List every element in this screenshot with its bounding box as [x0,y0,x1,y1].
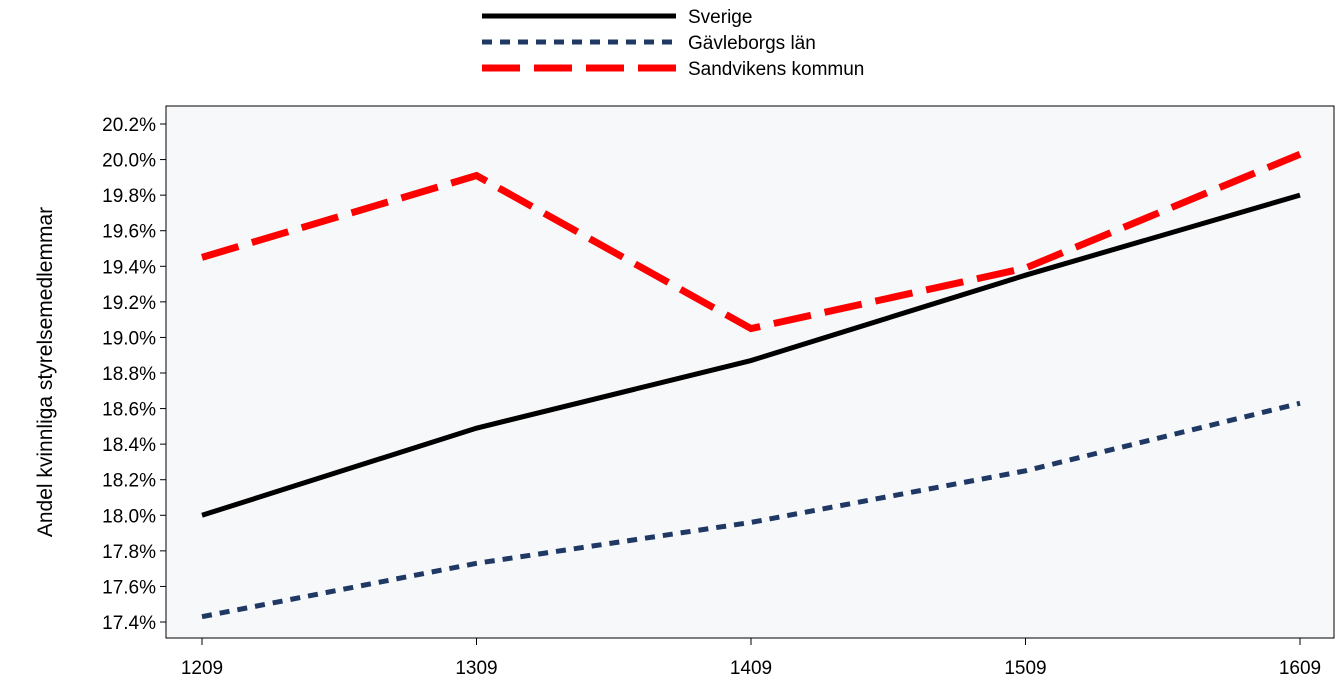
y-tick-label: 18.0% [102,506,156,527]
y-tick-label: 19.2% [102,293,156,314]
y-axis: 17.4% 17.6% 17.8% 18.0% 18.2% 18.4% 18.6% 18.8%… [102,115,166,634]
x-tick-label: 1309 [455,658,497,679]
legend-label-3: Sandvikens kommun [688,59,864,80]
plot-area [165,105,1335,639]
y-tick-label: 17.8% [102,542,156,563]
y-tick-label: 18.8% [102,364,156,385]
x-tick-label: 1409 [730,658,772,679]
y-tick-label: 18.4% [102,435,156,456]
y-tick-label: 19.4% [102,257,156,278]
y-tick-label: 18.2% [102,471,156,492]
y-tick-label: 20.0% [102,151,156,172]
x-tick-label: 1509 [1004,658,1046,679]
y-tick-label: 18.6% [102,400,156,421]
y-tick-label: 17.4% [102,613,156,634]
y-tick-label: 19.0% [102,328,156,349]
x-tick-label: 1609 [1279,658,1321,679]
x-tick-label: 1209 [181,658,223,679]
legend: Sverige Gävleborgs län Sandvikens kommun [482,7,864,80]
y-tick-label: 19.6% [102,222,156,243]
y-tick-label: 20.2% [102,115,156,136]
x-axis: 1209 1309 1409 1509 1609 [181,638,1321,679]
y-axis-title: Andel kvinnliga styrelsemedlemmar [34,207,57,537]
series-line-2 [201,400,1301,620]
series-layer [201,151,1302,620]
y-tick-label: 19.8% [102,186,156,207]
y-tick-label: 17.6% [102,577,156,598]
legend-label-1: Sverige [688,7,752,28]
legend-label-2: Gävleborgs län [688,33,816,54]
